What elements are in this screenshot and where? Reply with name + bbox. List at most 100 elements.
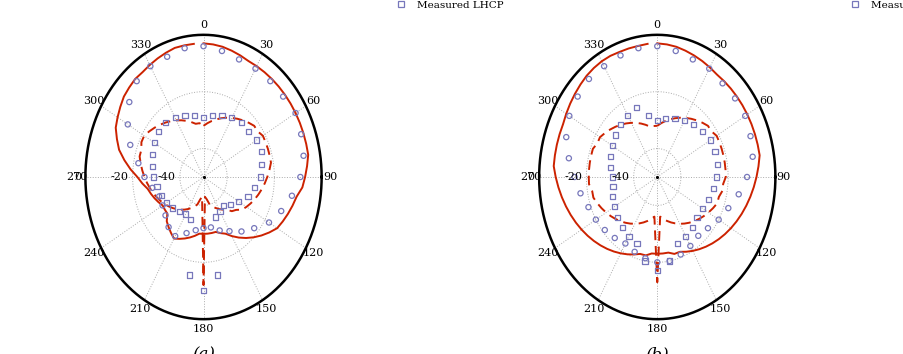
Point (154, 193, 168, 198)
Point (673, 252, 687, 257)
Point (165, 205, 180, 211)
Point (737, 113, 751, 119)
Point (562, 113, 576, 119)
Point (262, 220, 276, 225)
Point (603, 154, 618, 159)
Point (702, 66, 716, 72)
Point (123, 142, 137, 148)
Text: 150: 150 (709, 304, 731, 314)
Point (215, 48, 229, 54)
Point (658, 115, 673, 121)
Text: 150: 150 (256, 304, 277, 314)
Text: 120: 120 (755, 248, 777, 258)
Point (676, 118, 691, 123)
Text: 0: 0 (527, 172, 535, 182)
Point (607, 204, 621, 210)
Point (629, 241, 644, 247)
Text: 180: 180 (192, 324, 214, 334)
Point (618, 241, 632, 246)
Text: -20: -20 (110, 172, 128, 182)
Point (168, 233, 182, 239)
Point (619, 113, 634, 118)
Point (203, 224, 218, 230)
Point (662, 258, 676, 264)
Point (628, 105, 643, 110)
Point (604, 143, 619, 149)
Point (742, 133, 757, 139)
Point (182, 272, 196, 278)
Point (183, 217, 198, 223)
Point (143, 63, 157, 69)
Text: -40: -40 (610, 172, 628, 182)
Text: 30: 30 (259, 40, 274, 50)
Point (640, 113, 655, 118)
Point (145, 185, 160, 191)
Text: 0: 0 (74, 172, 81, 182)
Point (160, 54, 174, 59)
Point (222, 228, 237, 234)
Point (638, 255, 652, 261)
Point (662, 258, 676, 264)
Text: 90: 90 (776, 172, 790, 182)
Text: 210: 210 (129, 304, 151, 314)
Point (690, 233, 704, 239)
Point (210, 272, 225, 278)
Text: 180: 180 (646, 324, 667, 334)
Text: -40: -40 (157, 172, 175, 182)
Point (581, 204, 595, 210)
Legend: Simulated RHCP, Measured RHCP, Simulated LHCP, Measured LHCP: Simulated RHCP, Measured RHCP, Simulated… (842, 0, 903, 10)
Point (605, 184, 619, 189)
Text: 60: 60 (759, 96, 773, 106)
Point (700, 225, 714, 231)
Point (711, 217, 725, 222)
Text: 300: 300 (536, 96, 558, 106)
Point (145, 163, 160, 169)
Point (241, 129, 256, 134)
Point (178, 113, 192, 118)
Point (223, 201, 237, 207)
Text: 240: 240 (536, 248, 558, 258)
Point (567, 174, 582, 180)
Point (253, 174, 267, 180)
Point (196, 225, 210, 231)
Point (714, 80, 729, 86)
Point (158, 212, 172, 218)
Point (168, 115, 182, 121)
Point (196, 114, 210, 120)
Point (610, 215, 624, 220)
Point (667, 48, 682, 54)
Point (150, 184, 164, 190)
Point (649, 117, 664, 123)
Point (608, 132, 622, 138)
Point (158, 120, 172, 125)
Point (605, 194, 619, 199)
Point (212, 209, 227, 214)
Point (703, 137, 717, 143)
Point (205, 113, 219, 118)
Point (745, 154, 759, 160)
Text: 240: 240 (83, 248, 105, 258)
Point (570, 94, 584, 99)
Point (603, 164, 618, 170)
Point (684, 224, 699, 230)
Point (627, 249, 641, 255)
Point (705, 186, 720, 192)
Point (196, 43, 210, 49)
Point (677, 233, 692, 239)
Text: 120: 120 (302, 248, 323, 258)
Point (179, 211, 193, 217)
Text: 270: 270 (520, 172, 541, 182)
Point (597, 227, 611, 233)
Text: 30: 30 (712, 40, 727, 50)
Point (216, 202, 230, 208)
Point (649, 43, 664, 49)
Point (637, 258, 651, 264)
Point (604, 174, 619, 180)
Point (249, 137, 264, 143)
Point (649, 259, 664, 265)
Text: 60: 60 (305, 96, 320, 106)
Point (247, 185, 262, 191)
Point (284, 193, 299, 199)
Point (689, 215, 703, 220)
Point (147, 140, 162, 146)
